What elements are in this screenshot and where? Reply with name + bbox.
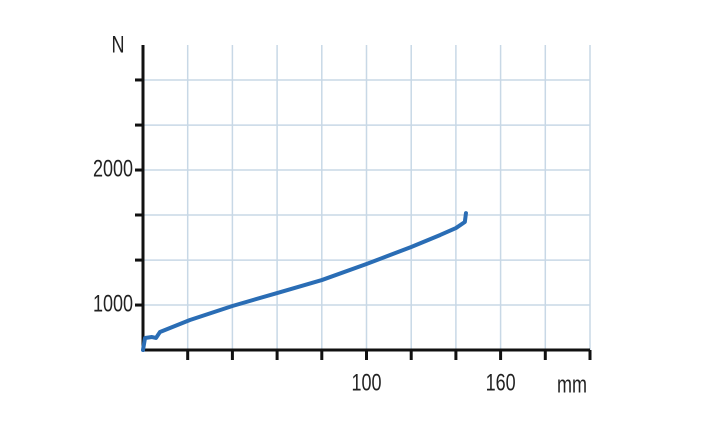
- x-unit: mm: [557, 372, 587, 398]
- data-line: [141, 211, 468, 352]
- y-tick-label: 1000: [93, 291, 133, 317]
- x-tick-label: 100: [351, 370, 381, 396]
- y-unit: N: [112, 32, 125, 58]
- y-tick-label: 2000: [93, 156, 133, 182]
- x-tick-label: 160: [486, 370, 516, 396]
